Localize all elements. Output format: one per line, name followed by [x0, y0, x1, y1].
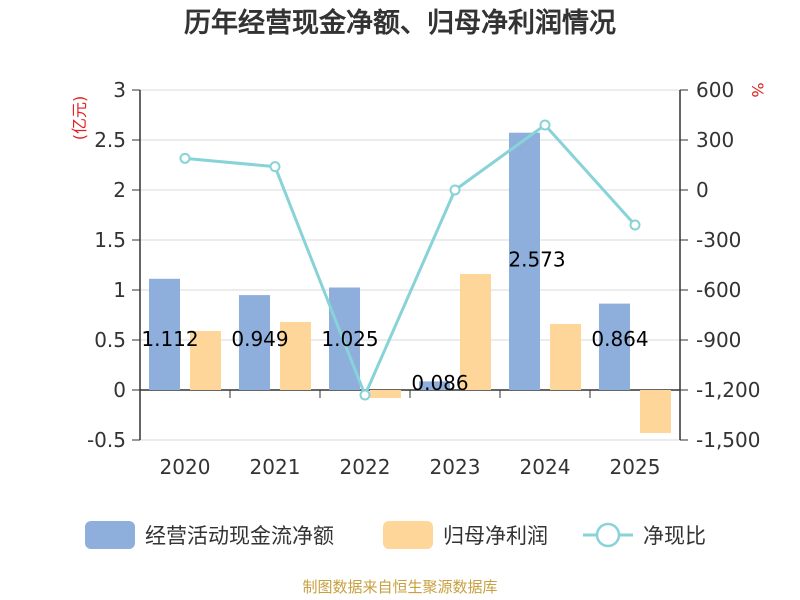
x-tick-label: 2020 [160, 455, 211, 479]
cashflow-bar [599, 303, 630, 390]
ratio-point [269, 161, 281, 173]
left-tick-label: 1 [113, 278, 126, 302]
legend-profit-swatch [383, 521, 433, 549]
left-tick-label: 0.5 [94, 328, 126, 352]
cashflow-value-label: 1.112 [141, 327, 198, 351]
profit-bar [460, 274, 491, 390]
legend-ratio-marker [595, 522, 621, 548]
cashflow-bar [239, 295, 270, 390]
cashflow-value-label: 0.949 [231, 327, 288, 351]
profit-bar [550, 324, 581, 390]
right-tick-label: 300 [696, 128, 734, 152]
right-tick-label: -300 [696, 228, 741, 252]
ratio-point [539, 119, 551, 131]
right-tick-label: -1,200 [696, 378, 760, 402]
left-tick-label: 0 [113, 378, 126, 402]
x-tick-label: 2023 [430, 455, 481, 479]
right-tick-label: 0 [696, 178, 709, 202]
data-labels: 1.112 0.949 1.025 0.086 2.573 0.864 [141, 248, 648, 395]
left-tick-label: 1.5 [94, 228, 126, 252]
profit-bar [370, 390, 401, 398]
ratio-line [179, 119, 641, 401]
ratio-point [629, 219, 641, 231]
cashflow-value-label: 1.025 [321, 327, 378, 351]
left-tick-label: 2 [113, 178, 126, 202]
profit-bar [190, 331, 221, 390]
left-tick-label: -0.5 [87, 428, 126, 452]
left-axis-unit: (亿元) [70, 96, 89, 141]
legend: 经营活动现金流净额 归母净利润 净现比 [85, 521, 706, 549]
legend-cashflow-label: 经营活动现金流净额 [145, 524, 334, 548]
profit-bar [280, 322, 311, 390]
right-tick-label: 600 [696, 78, 734, 102]
left-tick-label: 2.5 [94, 128, 126, 152]
ratio-polyline [184, 122, 637, 399]
ratio-point [449, 184, 461, 196]
legend-cashflow-swatch [85, 521, 135, 549]
ratio-point [179, 152, 191, 164]
cashflow-bar [419, 381, 450, 390]
x-ticks: 2020 2021 2022 2023 2024 2025 [160, 455, 661, 479]
right-axis-unit: % [748, 82, 767, 97]
right-tick-label: -900 [696, 328, 741, 352]
cashflow-value-label: 2.573 [508, 248, 565, 272]
cashflow-bar [509, 132, 540, 390]
x-tick-label: 2024 [520, 455, 571, 479]
legend-ratio-label: 净现比 [643, 524, 706, 548]
cashflow-value-label: 0.086 [411, 371, 468, 395]
legend-profit-label: 归母净利润 [443, 524, 548, 548]
ratio-point [359, 389, 371, 401]
profit-bar [640, 390, 671, 433]
x-tick-label: 2021 [250, 455, 301, 479]
left-tick-label: 3 [113, 78, 126, 102]
cashflow-value-label: 0.864 [591, 327, 648, 351]
right-tick-label: -1,500 [696, 428, 760, 452]
source-note: 制图数据来自恒生聚源数据库 [302, 578, 497, 596]
cashflow-bar [149, 278, 180, 390]
x-tick-label: 2025 [610, 455, 661, 479]
axes: -0.5 0 0.5 1 1.5 2 2.5 3 -1,500 -1,200 -900 -600 -30… [87, 78, 761, 452]
chart-title: 历年经营现金净额、归母净利润情况 [184, 7, 616, 39]
x-tick-label: 2022 [340, 455, 391, 479]
right-tick-label: -600 [696, 278, 741, 302]
